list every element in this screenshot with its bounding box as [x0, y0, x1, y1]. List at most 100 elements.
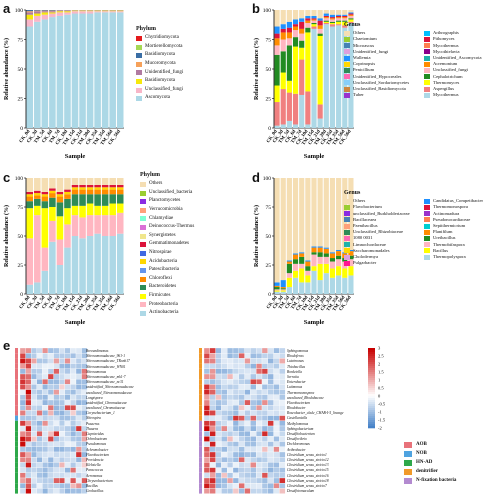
heatmap-cell — [59, 373, 65, 380]
bar-segment-acidobacteria — [34, 193, 41, 196]
legend-label: Deinococcus-Thermus — [149, 224, 195, 230]
bar-segment-gemmatimonadetes — [71, 184, 79, 188]
legend-item: Others — [140, 180, 250, 189]
heatmap-row-label: Desulfitobacterium — [287, 432, 315, 436]
bar-segment-mycothermus — [323, 24, 329, 128]
heatmap-cell — [279, 415, 286, 421]
bar-segment-ureibacillus — [311, 252, 317, 255]
heatmap-cell — [273, 389, 280, 395]
legend-swatch — [424, 217, 430, 223]
bar-segment-others — [329, 10, 336, 15]
heatmap-cell — [75, 399, 82, 406]
heatmap-row-label: Enterobacter — [287, 380, 306, 385]
heatmap-cell — [244, 483, 251, 489]
legend-item: Actinomadura — [424, 211, 498, 217]
legend-swatch — [424, 92, 430, 98]
category-bar — [199, 389, 202, 395]
heatmap-cell — [261, 446, 268, 453]
bar-segment-pithomyces — [323, 15, 329, 18]
scale-step — [368, 386, 375, 389]
heatmap-cell — [267, 431, 274, 437]
heatmap-cell — [25, 488, 32, 494]
heatmap-cell — [42, 483, 49, 489]
bar-segment-bacteroidetes — [26, 201, 34, 209]
legend-item: unclassified_Burkholderiaceae — [344, 211, 418, 217]
legend-item: Coprinopsis — [344, 61, 418, 67]
heatmap-row-label: Sphingomonas — [287, 349, 309, 353]
bar-segment-others — [286, 178, 292, 261]
bar-segment-aspergillus — [274, 102, 280, 126]
bar-segment-unidentified-fungi — [26, 12, 34, 15]
heatmap-row-label: Sphingobacterium — [287, 426, 314, 431]
legend-swatch — [424, 61, 430, 67]
heatmap-cell — [227, 410, 234, 416]
heatmap-cell — [42, 477, 49, 484]
heatmap-cell — [238, 483, 245, 489]
bar-segment-planifilum — [336, 251, 342, 256]
legend-swatch — [424, 74, 430, 80]
heatmap-cell — [31, 384, 37, 390]
category-legend-item: HN-AD — [404, 458, 456, 467]
bar-segment-others — [79, 178, 86, 185]
legend-swatch — [140, 285, 146, 291]
bar-segment-proteobacteria — [79, 217, 86, 239]
legend-swatch — [140, 233, 146, 239]
bar-segment-actinobacteria — [64, 247, 71, 294]
heatmap-cell — [238, 368, 245, 375]
heatmap-cell — [227, 363, 234, 369]
heatmap-cell — [221, 431, 228, 437]
category-bar — [15, 426, 18, 432]
heatmap-cell — [53, 420, 60, 427]
heatmap-cell — [279, 363, 286, 369]
heatmap-cell — [19, 379, 26, 385]
legend-swatch — [136, 78, 142, 84]
bar-segment-actinobacteria — [94, 233, 101, 294]
heatmap-cell — [250, 472, 257, 479]
bar-segment-gemmatimonadetes — [86, 184, 94, 188]
heatmap-cell — [19, 389, 26, 395]
heatmap-cell — [267, 425, 274, 432]
heatmap-cell — [47, 363, 54, 369]
bar-segment-others — [299, 10, 305, 19]
heatmap-cell — [203, 446, 210, 453]
heatmap-cell — [36, 488, 43, 494]
y-axis-label: Relative abundance (%) — [253, 205, 260, 267]
y-tick-label: 75 — [18, 38, 24, 44]
heatmap-cell — [70, 368, 77, 375]
bar-segment-acremonium — [348, 14, 354, 16]
heatmap-cell — [47, 488, 54, 494]
heatmap-row-label: Thiobacillus — [287, 364, 305, 369]
heatmap-cell — [238, 472, 245, 479]
heatmap-cell — [42, 399, 49, 406]
category-bar — [15, 400, 18, 406]
heatmap-cell — [244, 358, 251, 364]
bar-segment-mycothermus — [299, 94, 305, 128]
legend-swatch — [344, 242, 350, 248]
heatmap-cell — [267, 415, 274, 421]
heatmap-cell — [47, 399, 54, 406]
bar-segment-others — [101, 178, 109, 185]
bar-segment-chloroflexi — [26, 196, 34, 202]
heatmap-cell — [250, 425, 257, 432]
heatmap-row-label: Paracoccus — [86, 468, 103, 473]
legend-label: Unclassified_bacteria — [149, 189, 193, 195]
heatmap-cell — [59, 363, 65, 369]
heatmap-cell — [203, 347, 210, 354]
bar-segment-proteobacteria — [41, 247, 49, 271]
category-bar — [15, 472, 18, 478]
heatmap-cell — [221, 488, 228, 494]
y-tick-label: 0 — [20, 292, 23, 298]
heatmap-cell — [203, 415, 210, 421]
heatmap-cell — [215, 467, 222, 473]
bar-segment-others — [116, 178, 124, 185]
heatmap-cell — [53, 363, 60, 369]
heatmap-cell — [256, 451, 263, 458]
heatmap-cell — [209, 467, 216, 473]
heatmap-row-label: Arthrobacter — [287, 447, 306, 452]
heatmap-cell — [64, 358, 71, 364]
heatmap-cell — [25, 394, 32, 401]
heatmap-cell — [75, 477, 82, 484]
legend-item: Planctomycetes — [140, 197, 250, 206]
heatmap-cell — [256, 467, 263, 473]
bar-segment-mucoromycota — [34, 10, 41, 12]
